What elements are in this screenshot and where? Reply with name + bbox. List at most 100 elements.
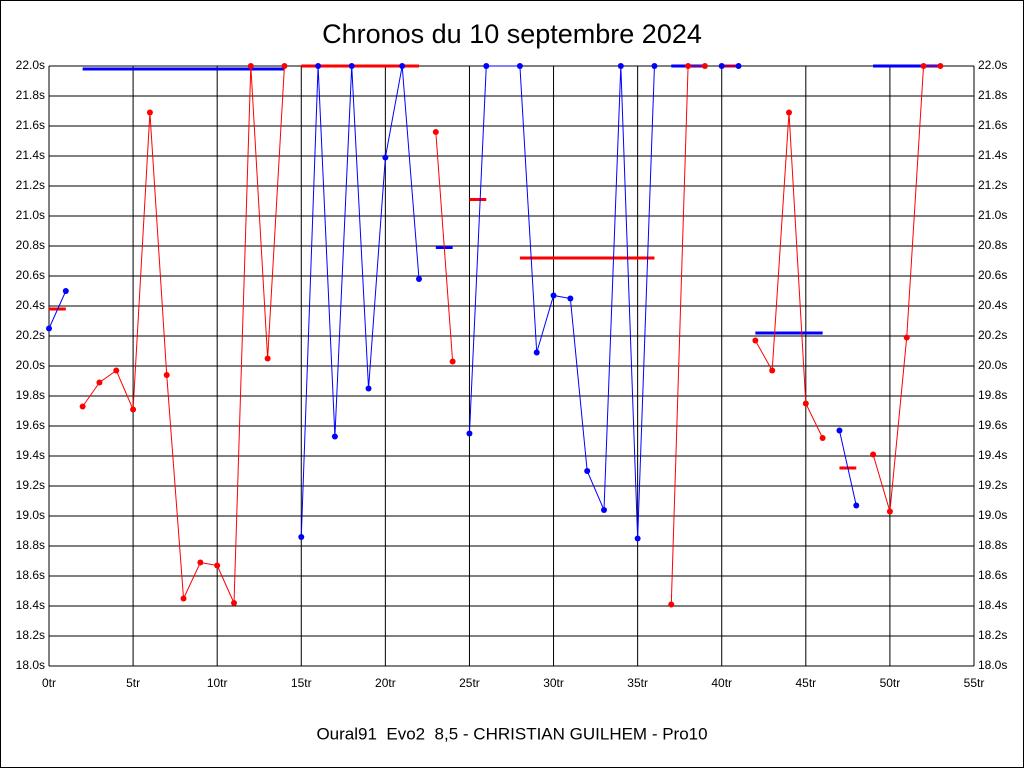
point <box>79 403 86 410</box>
y2-tick-label: 18.6s <box>978 568 1007 582</box>
point <box>853 502 860 509</box>
point <box>651 63 658 69</box>
y2-tick-label: 20.4s <box>978 298 1007 312</box>
x-tick-label: 55tr <box>964 676 985 690</box>
y2-tick-label: 18.8s <box>978 538 1007 552</box>
point <box>416 276 422 282</box>
point <box>46 325 52 332</box>
y2-tick-label: 21.4s <box>978 148 1007 162</box>
chart-footer: Oural91 Evo2 8,5 - CHRISTIAN GUILHEM - P… <box>316 724 707 743</box>
x-tick-label: 5tr <box>126 676 140 690</box>
series-line <box>300 65 420 538</box>
point <box>298 534 305 540</box>
y2-tick-label: 20.6s <box>978 268 1007 282</box>
point <box>432 129 439 135</box>
point <box>516 63 523 69</box>
point <box>584 468 591 474</box>
point <box>399 63 406 69</box>
y-tick-label: 20.4s <box>16 298 45 312</box>
point <box>685 63 692 69</box>
y2-tick-label: 18.2s <box>978 628 1007 642</box>
point <box>769 367 776 374</box>
y-tick-label: 18.0s <box>16 658 45 672</box>
point <box>668 601 675 608</box>
point <box>920 63 927 69</box>
series-line <box>435 131 454 362</box>
y-tick-label: 19.4s <box>16 448 45 462</box>
point <box>146 109 153 116</box>
point <box>163 372 170 378</box>
y2-tick-label: 21.8s <box>978 88 1007 102</box>
y2-tick-label: 21.0s <box>978 208 1007 222</box>
point <box>786 109 792 116</box>
chart-title: Chronos du 10 septembre 2024 <box>322 19 702 49</box>
y2-tick-label: 21.6s <box>978 118 1007 132</box>
y-tick-label: 20.8s <box>16 238 45 252</box>
point <box>247 63 254 69</box>
point <box>567 295 574 302</box>
x-tick-label: 10tr <box>207 676 228 690</box>
y-tick-label: 18.8s <box>16 538 45 552</box>
y2-tick-label: 19.2s <box>978 478 1007 492</box>
y-tick-label: 21.4s <box>16 148 45 162</box>
point <box>718 63 725 69</box>
y2-tick-label: 20.0s <box>978 358 1007 372</box>
point <box>382 154 389 161</box>
point <box>550 292 557 299</box>
point <box>617 63 624 69</box>
point <box>886 508 893 515</box>
y-tick-label: 20.0s <box>16 358 45 372</box>
point <box>735 63 742 69</box>
point <box>180 595 187 602</box>
y2-tick-label: 21.2s <box>978 178 1007 192</box>
point <box>197 559 204 566</box>
x-tick-label: 20tr <box>375 676 396 690</box>
y-tick-label: 19.2s <box>16 478 45 492</box>
point <box>231 600 237 606</box>
y2-tick-label: 19.6s <box>978 418 1007 432</box>
point <box>113 367 120 374</box>
y-tick-label: 19.6s <box>16 418 45 432</box>
point <box>634 535 641 542</box>
y2-tick-label: 18.4s <box>978 598 1007 612</box>
point <box>601 507 607 513</box>
y-tick-label: 21.0s <box>16 208 45 222</box>
point <box>214 562 221 569</box>
y-tick-label: 22.0s <box>16 58 45 72</box>
point <box>96 379 103 386</box>
x-tick-label: 25tr <box>459 676 480 690</box>
y-tick-label: 20.2s <box>16 328 45 342</box>
point <box>701 63 708 69</box>
y2-tick-label: 19.4s <box>978 448 1007 462</box>
y-tick-label: 19.8s <box>16 388 45 402</box>
x-tick-label: 50tr <box>880 676 901 690</box>
point <box>264 355 271 362</box>
y-tick-label: 21.8s <box>16 88 45 102</box>
point <box>331 433 338 440</box>
x-tick-label: 45tr <box>795 676 816 690</box>
y2-tick-label: 19.8s <box>978 388 1007 402</box>
y-tick-label: 21.2s <box>16 178 45 192</box>
point <box>937 63 944 69</box>
y-tick-label: 18.2s <box>16 628 45 642</box>
x-tick-label: 0tr <box>42 676 56 690</box>
point <box>903 334 910 341</box>
x-tick-label: 40tr <box>711 676 732 690</box>
point <box>315 63 322 69</box>
point <box>483 63 490 69</box>
x-tick-label: 15tr <box>291 676 312 690</box>
point <box>281 63 288 69</box>
point <box>870 451 877 458</box>
y-tick-label: 19.0s <box>16 508 45 522</box>
y-tick-label: 21.6s <box>16 118 45 132</box>
point <box>466 430 473 437</box>
y2-tick-label: 18.0s <box>978 658 1007 672</box>
x-tick-label: 30tr <box>543 676 564 690</box>
point <box>348 63 355 69</box>
y2-tick-label: 20.8s <box>978 238 1007 252</box>
y-tick-label: 18.4s <box>16 598 45 612</box>
y2-tick-label: 20.2s <box>978 328 1007 342</box>
y2-tick-label: 22.0s <box>978 58 1007 72</box>
point <box>62 288 69 294</box>
